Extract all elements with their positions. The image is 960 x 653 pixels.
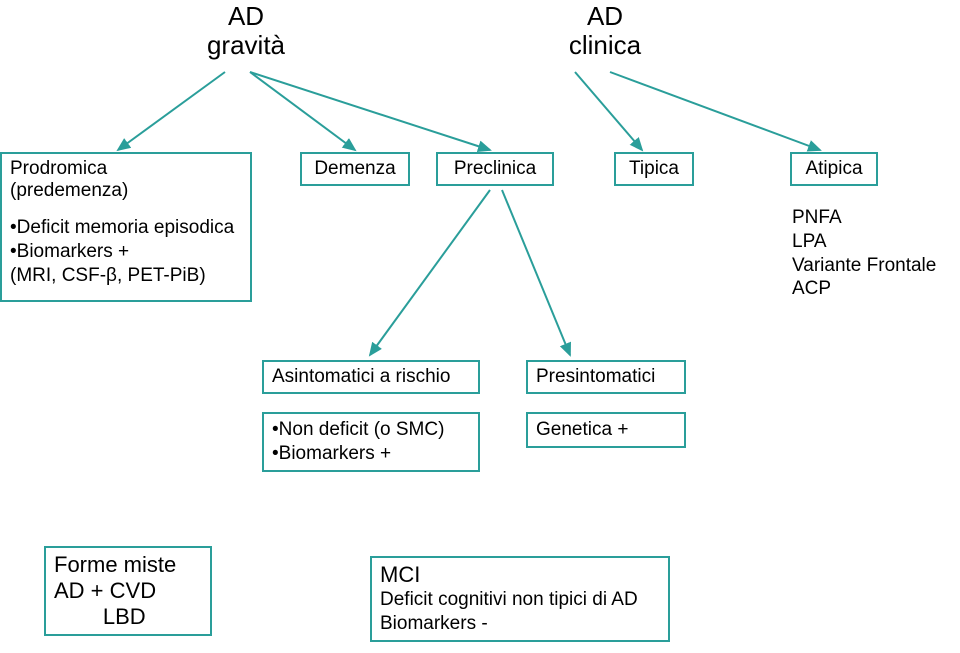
box-prodromica: Prodromica (predemenza) •Deficit memoria… xyxy=(0,152,252,302)
asint-b1: •Non deficit (o SMC) xyxy=(272,418,470,442)
title-gravita-l1: AD xyxy=(228,1,264,31)
asint-title: Asintomatici a rischio xyxy=(272,366,450,387)
box-presintomatici-bullets: Genetica + xyxy=(526,412,686,448)
atipica-label: Atipica xyxy=(805,158,862,179)
prodromica-title: Prodromica xyxy=(10,158,242,180)
presint-b1: Genetica + xyxy=(536,418,676,442)
mci-l2: Deficit cognitivi non tipici di AD xyxy=(380,588,660,612)
miste-l1: Forme miste xyxy=(54,552,202,578)
mci-l3: Biomarkers - xyxy=(380,612,660,636)
atipica-b3: Variante Frontale xyxy=(792,254,960,278)
asint-b2: •Biomarkers + xyxy=(272,442,470,466)
miste-l3: LBD xyxy=(54,604,202,630)
miste-l2: AD + CVD xyxy=(54,578,202,604)
box-tipica: Tipica xyxy=(614,152,694,186)
prodromica-b2: •Biomarkers + xyxy=(10,240,242,264)
box-mci: MCI Deficit cognitivi non tipici di AD B… xyxy=(370,556,670,642)
prodromica-sub: (predemenza) xyxy=(10,180,242,202)
box-asintomatici: Asintomatici a rischio xyxy=(262,360,480,394)
prodromica-b3: (MRI, CSF-β, PET-PiB) xyxy=(10,264,242,288)
title-ad-gravita: AD gravità xyxy=(186,2,306,59)
arrow-line xyxy=(250,72,355,150)
box-forme-miste: Forme miste AD + CVD LBD xyxy=(44,546,212,636)
box-demenza: Demenza xyxy=(300,152,410,186)
arrow-line xyxy=(502,190,570,355)
box-presintomatici: Presintomatici xyxy=(526,360,686,394)
box-asintomatici-bullets: •Non deficit (o SMC) •Biomarkers + xyxy=(262,412,480,472)
title-clinica-l1: AD xyxy=(587,1,623,31)
presint-title: Presintomatici xyxy=(536,366,655,387)
box-preclinica: Preclinica xyxy=(436,152,554,186)
title-clinica-l2: clinica xyxy=(569,30,641,60)
arrow-line xyxy=(370,190,490,355)
title-gravita-l2: gravità xyxy=(207,30,285,60)
box-atipica: Atipica xyxy=(790,152,878,186)
arrow-line xyxy=(250,72,490,150)
atipica-b2: LPA xyxy=(792,230,960,254)
preclinica-label: Preclinica xyxy=(454,158,536,179)
demenza-label: Demenza xyxy=(314,158,395,179)
mci-l1: MCI xyxy=(380,562,660,588)
title-ad-clinica: AD clinica xyxy=(545,2,665,59)
tipica-label: Tipica xyxy=(629,158,679,179)
arrow-line xyxy=(575,72,642,150)
arrow-line xyxy=(610,72,820,150)
atipica-details: PNFA LPA Variante Frontale ACP xyxy=(792,206,960,301)
prodromica-b1: •Deficit memoria episodica xyxy=(10,216,242,240)
atipica-b1: PNFA xyxy=(792,206,960,230)
atipica-b4: ACP xyxy=(792,277,960,301)
arrow-line xyxy=(118,72,225,150)
